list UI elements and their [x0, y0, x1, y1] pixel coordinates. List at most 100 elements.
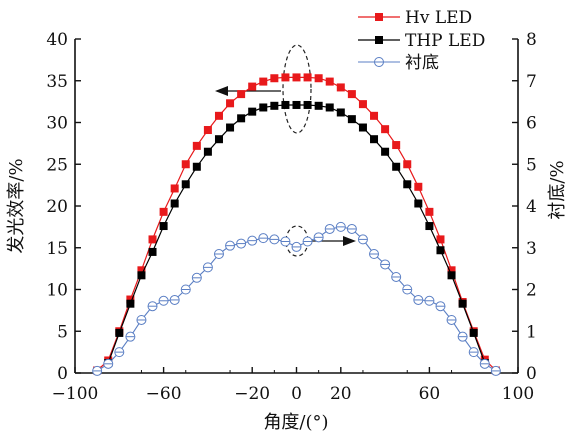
data-point-substrate	[114, 347, 125, 358]
data-point-substrate	[92, 365, 103, 376]
data-point-substrate	[269, 234, 280, 245]
data-point-hv-led	[292, 73, 301, 82]
data-point-thp-led	[270, 101, 279, 110]
right-y-tick-label: 3	[526, 239, 537, 259]
data-point-hv-led	[148, 235, 157, 244]
legend-substrate-label: 衬底	[405, 53, 439, 73]
data-point-substrate	[413, 294, 424, 305]
right-y-tick-label: 5	[526, 155, 537, 175]
data-point-hv-led	[370, 111, 379, 120]
data-point-substrate	[191, 272, 202, 283]
x-tick-label: −20	[234, 384, 270, 404]
left-y-tick-label: 40	[46, 30, 68, 50]
data-point-thp-led	[148, 247, 157, 256]
right-y-tick-label: 1	[526, 322, 537, 342]
legend-item-hv-led: Hv LED	[358, 8, 472, 28]
data-point-hv-led	[325, 77, 334, 86]
left-y-tick-label: 25	[46, 155, 68, 175]
annotation-ellipse-efficiency	[282, 44, 312, 134]
data-point-thp-led	[447, 271, 456, 280]
data-point-thp-led	[192, 162, 201, 171]
data-point-thp-led	[181, 180, 190, 189]
data-point-substrate	[446, 314, 457, 325]
annotation-arrow-left-head	[215, 86, 228, 96]
data-point-hv-led	[126, 295, 135, 304]
legend-thp-led-label: THP LED	[405, 31, 485, 51]
data-point-substrate	[424, 295, 435, 306]
data-point-thp-led	[370, 135, 379, 144]
right-y-tick-label: 2	[526, 281, 537, 301]
left-y-tick-label: 0	[57, 364, 68, 384]
data-point-thp-led	[392, 162, 401, 171]
data-point-substrate	[490, 365, 501, 376]
data-point-hv-led	[281, 73, 290, 82]
data-point-thp-led	[214, 135, 223, 144]
series-layer	[92, 73, 501, 376]
data-point-hv-led	[237, 90, 246, 99]
data-point-substrate	[457, 331, 468, 342]
data-point-hv-led	[358, 100, 367, 109]
x-axis-ticks: −100 −60 −20 0 20 60 100	[52, 367, 534, 404]
data-point-hv-led	[226, 99, 235, 108]
data-point-thp-led	[115, 328, 124, 337]
left-y-tick-label: 10	[46, 281, 68, 301]
x-tick-label: −100	[52, 384, 99, 404]
data-point-thp-led	[358, 123, 367, 132]
data-point-hv-led	[303, 73, 312, 82]
left-y-axis-ticks: 0 5 10 15 20 25 30 35 40	[46, 30, 81, 384]
data-point-thp-led	[403, 180, 412, 189]
data-point-substrate	[169, 294, 180, 305]
data-point-thp-led	[170, 199, 179, 208]
data-point-hv-led	[270, 74, 279, 83]
data-point-thp-led	[314, 101, 323, 110]
legend-item-thp-led: THP LED	[358, 31, 485, 51]
data-point-hv-led	[414, 182, 423, 191]
data-point-hv-led	[314, 74, 323, 83]
data-point-thp-led	[336, 108, 345, 117]
right-y-tick-label: 7	[526, 72, 537, 92]
left-y-tick-label: 5	[57, 322, 68, 342]
data-point-substrate	[324, 223, 335, 234]
data-point-thp-led	[458, 299, 467, 308]
data-point-substrate	[369, 249, 380, 260]
x-tick-label: −60	[146, 384, 182, 404]
series-line-thp-led	[107, 104, 486, 364]
legend-hv-led-label: Hv LED	[405, 8, 472, 28]
series-thp-led	[104, 100, 489, 367]
data-point-substrate	[479, 358, 490, 369]
data-point-substrate	[136, 314, 147, 325]
data-point-hv-led	[203, 126, 212, 135]
data-point-substrate	[468, 347, 479, 358]
data-point-thp-led	[347, 115, 356, 124]
right-y-axis-ticks: 0 1 2 3 4 5 6 7 8	[512, 30, 537, 384]
data-point-substrate	[335, 221, 346, 232]
right-y-axis-title: 衬底/%	[547, 160, 568, 219]
right-y-tick-label: 8	[526, 30, 537, 50]
left-y-tick-label: 20	[46, 197, 68, 217]
data-point-thp-led	[414, 199, 423, 208]
left-y-axis-title: 发光效率/%	[6, 158, 27, 253]
data-point-thp-led	[469, 328, 478, 337]
data-point-hv-led	[192, 141, 201, 150]
right-y-tick-label: 4	[526, 197, 537, 217]
data-point-hv-led	[403, 160, 412, 169]
data-point-thp-led	[259, 103, 268, 112]
x-tick-label: 20	[330, 384, 352, 404]
series-substrate	[92, 221, 501, 376]
data-point-hv-led	[392, 141, 401, 150]
left-y-tick-label: 35	[46, 72, 68, 92]
left-y-tick-label: 30	[46, 114, 68, 134]
data-point-thp-led	[325, 103, 334, 112]
data-point-substrate	[247, 235, 258, 246]
data-point-hv-led	[259, 77, 268, 86]
data-point-substrate	[103, 358, 114, 369]
data-point-hv-led	[381, 125, 390, 134]
data-point-thp-led	[281, 100, 290, 109]
data-point-thp-led	[248, 107, 257, 116]
data-point-substrate	[202, 262, 213, 273]
data-point-thp-led	[237, 114, 246, 123]
data-point-substrate	[402, 284, 413, 295]
legend-hv-led-marker	[375, 13, 383, 21]
legend: Hv LED THP LED 衬底	[358, 8, 485, 73]
data-point-hv-led	[214, 111, 223, 120]
